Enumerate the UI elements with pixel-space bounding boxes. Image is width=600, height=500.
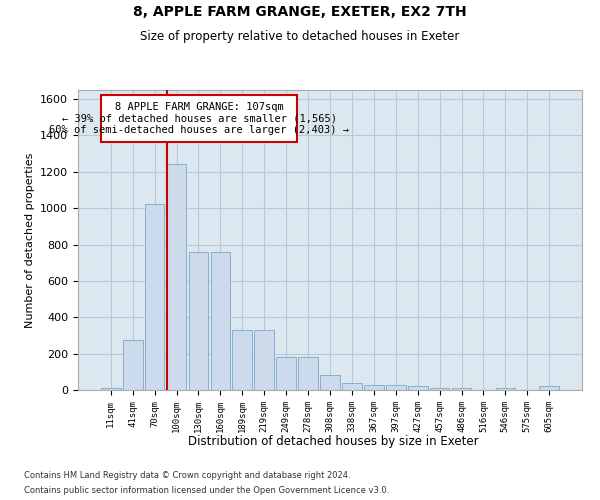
FancyBboxPatch shape bbox=[101, 96, 297, 142]
Bar bbox=[276, 358, 296, 390]
Text: Contains HM Land Registry data © Crown copyright and database right 2024.: Contains HM Land Registry data © Crown c… bbox=[24, 471, 350, 480]
Y-axis label: Number of detached properties: Number of detached properties bbox=[25, 152, 35, 328]
Bar bbox=[167, 164, 187, 390]
Text: 8, APPLE FARM GRANGE, EXETER, EX2 7TH: 8, APPLE FARM GRANGE, EXETER, EX2 7TH bbox=[133, 5, 467, 19]
Bar bbox=[145, 204, 164, 390]
Bar bbox=[298, 358, 318, 390]
Bar bbox=[188, 252, 208, 390]
Bar bbox=[123, 340, 143, 390]
Text: Size of property relative to detached houses in Exeter: Size of property relative to detached ho… bbox=[140, 30, 460, 43]
Bar bbox=[101, 388, 121, 390]
Bar bbox=[496, 388, 515, 390]
Text: Distribution of detached houses by size in Exeter: Distribution of detached houses by size … bbox=[188, 435, 478, 448]
Bar bbox=[342, 382, 362, 390]
Bar bbox=[211, 252, 230, 390]
Bar bbox=[386, 384, 406, 390]
Text: Contains public sector information licensed under the Open Government Licence v3: Contains public sector information licen… bbox=[24, 486, 389, 495]
Bar bbox=[430, 388, 449, 390]
Text: 8 APPLE FARM GRANGE: 107sqm
← 39% of detached houses are smaller (1,565)
60% of : 8 APPLE FARM GRANGE: 107sqm ← 39% of det… bbox=[49, 102, 349, 135]
Bar bbox=[408, 386, 428, 390]
Bar bbox=[254, 330, 274, 390]
Bar bbox=[320, 376, 340, 390]
Bar bbox=[452, 388, 472, 390]
Bar bbox=[364, 384, 384, 390]
Bar bbox=[539, 386, 559, 390]
Bar bbox=[232, 330, 252, 390]
